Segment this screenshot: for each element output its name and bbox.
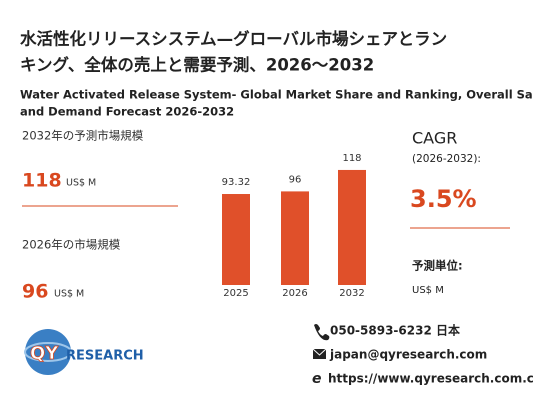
unit-value: US$ M [412,285,444,296]
bar [338,169,366,285]
bar-chart: 93.32 2025 96 2026 118 2032 [222,153,366,299]
logo: QY RESEARCH [24,329,144,375]
mail-icon-flap [312,348,327,356]
current-unit: US$ M [54,289,84,300]
x-tick-label: 2026 [282,288,307,299]
value-label: 118 [342,153,361,164]
title-en-line-2: and Demand Forecast 2026-2032 [20,105,234,119]
cagr-value: 3.5% [410,185,477,213]
logo-qy: QY [30,343,59,364]
value-label: 96 [289,174,302,185]
logo-research: RESEARCH [66,349,144,364]
email: japan@qyresearch.com [329,348,487,362]
mail-icon [313,349,326,359]
phone-icon [314,324,330,341]
forecast-label: 2032年の予測市場規模 [22,129,144,143]
title-ja-line-1: 水活性化リリースシステム—グローバル市場シェアとラン [20,29,447,49]
phone: 050-5893-6232 日本 [330,323,460,338]
forecast-value: 118 [22,170,62,192]
cagr-label: CAGR [412,129,457,148]
logo-orbit [24,342,72,362]
logo-globe [25,329,71,375]
forecast-unit: US$ M [66,178,96,189]
bar [281,191,309,285]
current-label: 2026年の市場規模 [22,238,121,252]
title-ja-line-2: キング、全体の売上と需要予測、2026～2032 [20,55,374,75]
website: https://www.qyresearch.com.co.jp [328,372,533,386]
x-tick-label: 2025 [223,288,248,299]
value-label: 93.32 [222,177,251,188]
bar [222,194,250,285]
unit-label: 予測単位: [412,259,463,273]
x-tick-label: 2032 [339,288,364,299]
web-icon: e [312,371,322,387]
current-value: 96 [22,281,48,303]
cagr-period: (2026-2032): [412,153,481,165]
title-en-line-1: Water Activated Release System- Global M… [20,88,533,102]
